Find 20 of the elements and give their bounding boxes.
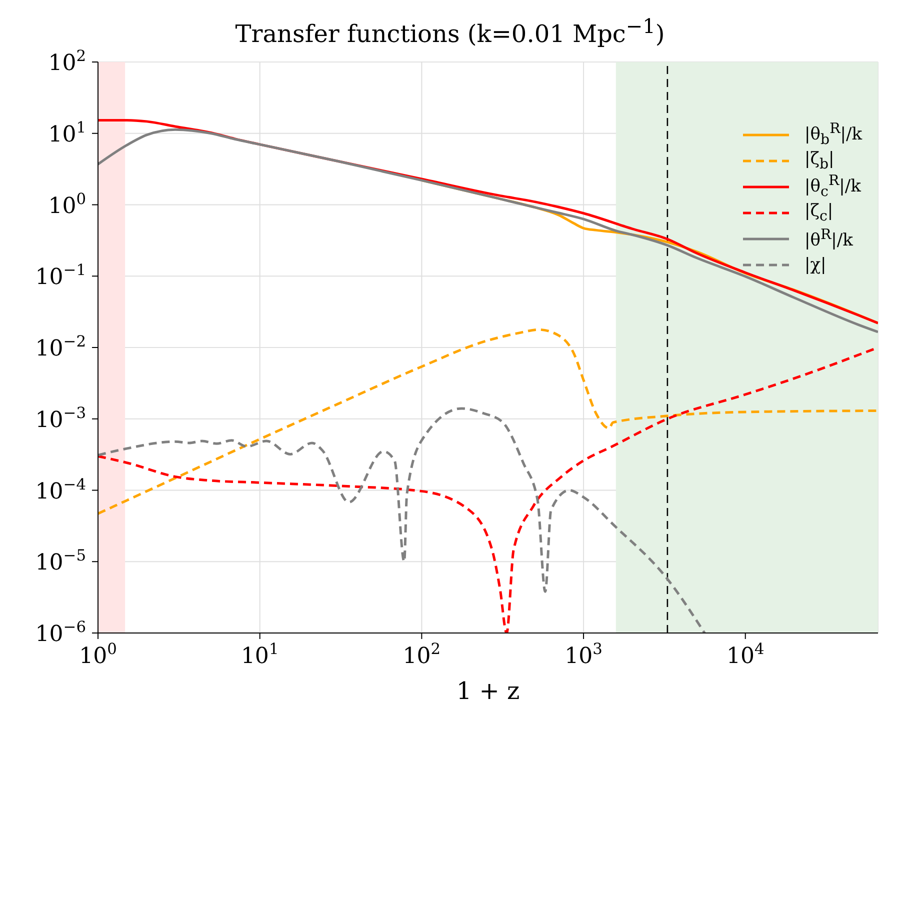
y-tick-label: 10$^{0}$ xyxy=(48,190,86,219)
legend-label: |θ$^{R}$|/k xyxy=(804,227,853,251)
y-tick-label: 10$^{−1}$ xyxy=(35,261,86,290)
legend-label: |ζ$_{b}$| xyxy=(804,149,834,173)
y-tick-label: 10$^{1}$ xyxy=(48,118,86,148)
x-axis-title: 1 + z xyxy=(456,677,520,705)
y-tick-label: 10$^{−2}$ xyxy=(35,332,86,362)
y-tick-label: 10$^{−3}$ xyxy=(35,404,86,433)
legend-label: |θ$_{c}$$^{R}$|/k xyxy=(804,173,861,201)
x-tick-label: 10$^{3}$ xyxy=(564,640,602,669)
x-tick-label: 10$^{4}$ xyxy=(726,640,764,669)
legend-label: |ζ$_{c}$| xyxy=(804,201,834,225)
chart-title: Transfer functions (k=0.01 Mpc$^{−1}$) xyxy=(234,13,666,48)
legend-label: |χ| xyxy=(804,255,826,275)
x-tick-label: 10$^{2}$ xyxy=(402,640,441,669)
legend-label: |θ$_{b}$$^{R}$|/k xyxy=(804,121,862,149)
x-tick-label: 10$^{1}$ xyxy=(240,640,279,669)
y-tick-label: 10$^{−4}$ xyxy=(35,475,86,504)
y-tick-label: 10$^{2}$ xyxy=(48,47,86,76)
y-tick-label: 10$^{−5}$ xyxy=(35,546,86,576)
